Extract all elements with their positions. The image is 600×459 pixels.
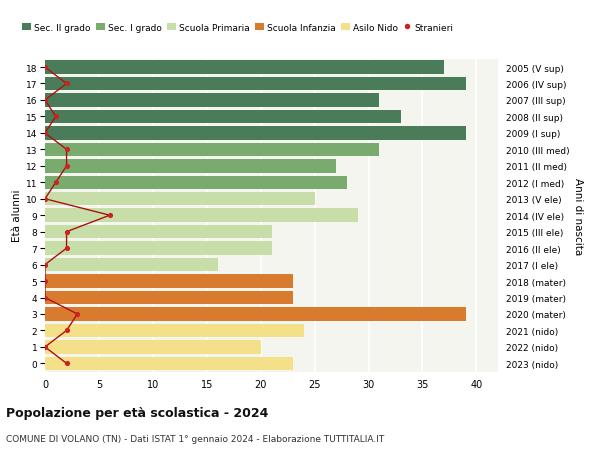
Point — [40, 130, 50, 137]
Bar — [45, 78, 466, 91]
Point — [40, 196, 50, 203]
Point — [62, 146, 71, 154]
Bar — [45, 111, 401, 124]
Bar — [45, 291, 293, 305]
Bar — [45, 324, 304, 337]
Bar — [45, 143, 379, 157]
Bar — [45, 341, 261, 354]
Bar — [45, 308, 466, 321]
Point — [40, 294, 50, 302]
Point — [62, 327, 71, 335]
Bar — [45, 225, 271, 239]
Point — [51, 113, 61, 121]
Legend: Sec. II grado, Sec. I grado, Scuola Primaria, Scuola Infanzia, Asilo Nido, Stran: Sec. II grado, Sec. I grado, Scuola Prim… — [22, 23, 454, 33]
Point — [40, 278, 50, 285]
Point — [62, 229, 71, 236]
Bar — [45, 357, 293, 370]
Point — [62, 163, 71, 170]
Point — [62, 81, 71, 88]
Y-axis label: Anni di nascita: Anni di nascita — [573, 177, 583, 254]
Point — [40, 97, 50, 104]
Bar — [45, 61, 444, 75]
Bar — [45, 160, 336, 173]
Text: Popolazione per età scolastica - 2024: Popolazione per età scolastica - 2024 — [6, 406, 268, 419]
Point — [40, 64, 50, 72]
Bar — [45, 127, 466, 140]
Point — [62, 245, 71, 252]
Y-axis label: Età alunni: Età alunni — [11, 190, 22, 242]
Bar — [45, 242, 271, 255]
Point — [40, 343, 50, 351]
Bar — [45, 209, 358, 223]
Point — [105, 212, 115, 219]
Text: COMUNE DI VOLANO (TN) - Dati ISTAT 1° gennaio 2024 - Elaborazione TUTTITALIA.IT: COMUNE DI VOLANO (TN) - Dati ISTAT 1° ge… — [6, 434, 384, 443]
Bar — [45, 94, 379, 107]
Bar — [45, 258, 218, 272]
Point — [40, 261, 50, 269]
Bar — [45, 176, 347, 190]
Point — [51, 179, 61, 186]
Bar — [45, 193, 314, 206]
Point — [62, 360, 71, 367]
Point — [73, 311, 82, 318]
Bar — [45, 274, 293, 288]
